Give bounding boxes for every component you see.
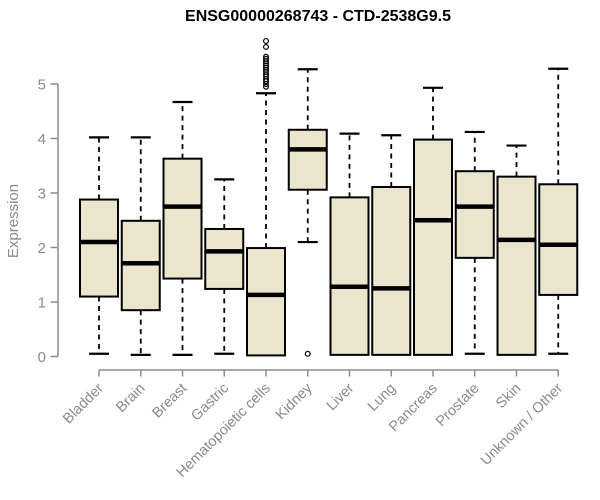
iqr-box xyxy=(246,247,286,357)
chart-title: ENSG00000268743 - CTD-2538G9.5 xyxy=(185,8,451,25)
x-tick-label: Lung xyxy=(365,381,399,415)
iqr-box xyxy=(538,183,579,296)
iqr-box xyxy=(79,198,119,298)
outlier-point xyxy=(263,37,270,44)
boxplot-group xyxy=(246,37,286,357)
iqr-box xyxy=(413,138,453,356)
boxplot-group xyxy=(496,144,537,356)
iqr-box xyxy=(371,186,412,356)
boxplot-group xyxy=(329,132,370,356)
x-tick-label: Prostate xyxy=(433,381,482,430)
boxplot-group xyxy=(538,67,579,355)
y-tick-label: 4 xyxy=(38,131,46,148)
outlier-point xyxy=(263,53,270,60)
outlier-point xyxy=(263,83,270,90)
boxplot-group xyxy=(413,86,453,356)
y-tick-label: 0 xyxy=(38,349,46,366)
boxplot-group xyxy=(204,178,245,355)
y-tick-label: 2 xyxy=(38,240,46,257)
x-tick-label: Kidney xyxy=(273,380,316,423)
outlier-point xyxy=(304,350,311,357)
x-tick-label: Liver xyxy=(324,380,358,414)
iqr-box xyxy=(329,196,370,356)
iqr-box xyxy=(204,227,245,290)
x-tick-label: Skin xyxy=(493,381,524,412)
boxplot-group xyxy=(454,130,495,355)
x-tick-label: Brain xyxy=(113,381,148,416)
y-tick-label: 3 xyxy=(38,186,46,203)
boxplot-group xyxy=(79,136,119,355)
outlier-point xyxy=(263,55,270,62)
iqr-box xyxy=(287,128,328,191)
y-tick-label: 5 xyxy=(38,77,46,94)
y-tick-label: 1 xyxy=(38,295,46,312)
boxplot-group xyxy=(162,100,203,356)
iqr-box xyxy=(162,157,203,280)
iqr-box xyxy=(496,175,537,356)
boxplot-group xyxy=(120,136,161,356)
iqr-box xyxy=(454,170,495,259)
x-tick-label: Bladder xyxy=(60,380,107,427)
outlier-point xyxy=(263,43,270,50)
x-tick-label: Breast xyxy=(149,381,190,422)
boxplot-group xyxy=(287,68,328,357)
boxplot-group xyxy=(371,134,412,356)
